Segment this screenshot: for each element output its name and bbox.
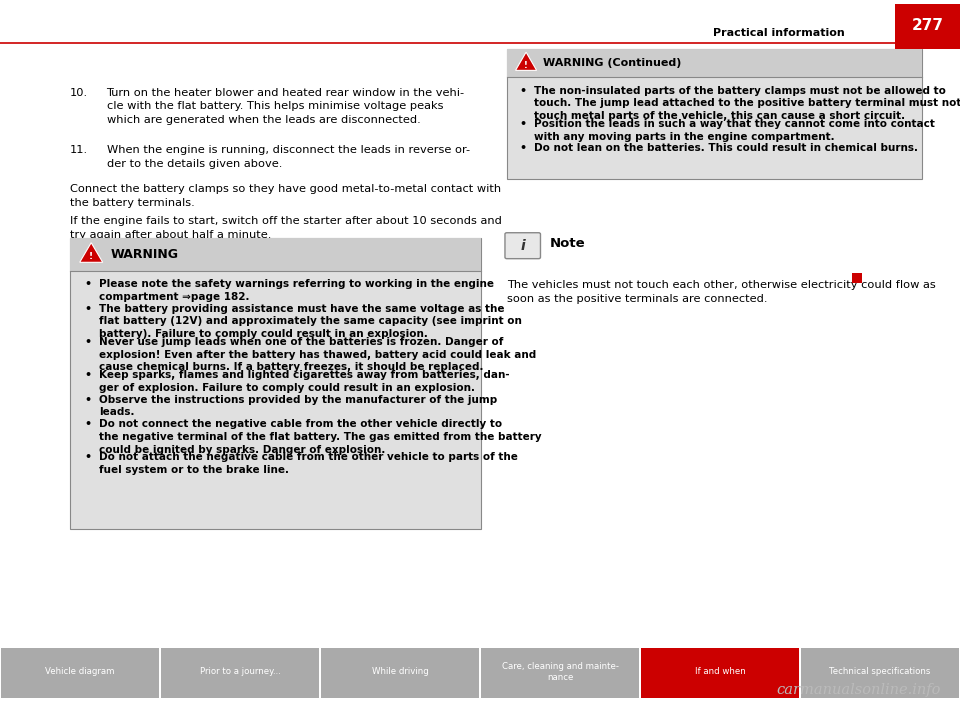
FancyBboxPatch shape [321, 648, 479, 698]
Text: When the engine is running, disconnect the leads in reverse or-
der to the detai: When the engine is running, disconnect t… [107, 145, 469, 169]
Text: Practical information: Practical information [713, 28, 845, 38]
Text: Connect the battery clamps so they have good metal-to-metal contact with
the bat: Connect the battery clamps so they have … [70, 184, 501, 208]
Text: If the engine fails to start, switch off the starter after about 10 seconds and
: If the engine fails to start, switch off… [70, 216, 502, 240]
Text: Do not lean on the batteries. This could result in chemical burns.: Do not lean on the batteries. This could… [534, 144, 918, 154]
Text: i: i [520, 239, 525, 253]
Text: •: • [84, 337, 91, 347]
Text: •: • [84, 370, 91, 380]
Text: 10.: 10. [70, 88, 88, 97]
Text: Do not connect the negative cable from the other vehicle directly to
the negativ: Do not connect the negative cable from t… [99, 419, 541, 455]
FancyBboxPatch shape [161, 648, 319, 698]
Text: •: • [519, 119, 526, 129]
Polygon shape [516, 52, 537, 70]
Text: The battery providing assistance must have the same voltage as the
flat battery : The battery providing assistance must ha… [99, 304, 521, 339]
Text: 277: 277 [911, 18, 944, 34]
Text: Position the leads in such a way that they cannot come into contact
with any mov: Position the leads in such a way that th… [534, 119, 935, 142]
Text: !: ! [524, 61, 528, 69]
Polygon shape [80, 243, 103, 262]
FancyBboxPatch shape [895, 4, 960, 49]
Text: •: • [519, 144, 526, 154]
Text: •: • [84, 453, 91, 463]
Text: Technical specifications: Technical specifications [829, 667, 930, 676]
Text: Vehicle diagram: Vehicle diagram [45, 667, 115, 676]
Text: •: • [84, 419, 91, 429]
FancyBboxPatch shape [507, 49, 922, 179]
Text: 11.: 11. [70, 145, 88, 155]
Text: The vehicles must not touch each other, otherwise electricity could flow as
soon: The vehicles must not touch each other, … [507, 280, 936, 304]
FancyBboxPatch shape [801, 648, 959, 698]
Text: Care, cleaning and mainte-
nance: Care, cleaning and mainte- nance [501, 662, 618, 681]
FancyBboxPatch shape [1, 648, 159, 698]
FancyBboxPatch shape [70, 238, 481, 271]
Text: •: • [84, 279, 91, 289]
FancyBboxPatch shape [641, 648, 799, 698]
Text: Keep sparks, flames and lighted cigarettes away from batteries, dan-
ger of expl: Keep sparks, flames and lighted cigarett… [99, 370, 510, 393]
Text: The non-insulated parts of the battery clamps must not be allowed to
touch. The : The non-insulated parts of the battery c… [534, 86, 960, 121]
Text: carmanualsonline.info: carmanualsonline.info [777, 683, 941, 697]
Text: Observe the instructions provided by the manufacturer of the jump
leads.: Observe the instructions provided by the… [99, 395, 497, 418]
FancyBboxPatch shape [852, 273, 862, 283]
Text: If and when: If and when [695, 667, 745, 676]
Text: Never use jump leads when one of the batteries is frozen. Danger of
explosion! E: Never use jump leads when one of the bat… [99, 337, 536, 372]
Text: Do not attach the negative cable from the other vehicle to parts of the
fuel sys: Do not attach the negative cable from th… [99, 453, 517, 475]
Text: Note: Note [550, 238, 586, 250]
Text: Please note the safety warnings referring to working in the engine
compartment ⇒: Please note the safety warnings referrin… [99, 279, 493, 302]
FancyBboxPatch shape [70, 238, 481, 529]
Text: WARNING: WARNING [110, 248, 179, 261]
Text: •: • [519, 86, 526, 95]
Text: WARNING (Continued): WARNING (Continued) [543, 58, 682, 68]
FancyBboxPatch shape [507, 49, 922, 77]
Text: •: • [84, 304, 91, 313]
Text: Turn on the heater blower and heated rear window in the vehi-
cle with the flat : Turn on the heater blower and heated rea… [107, 88, 465, 125]
FancyBboxPatch shape [505, 233, 540, 259]
Text: Prior to a journey...: Prior to a journey... [200, 667, 280, 676]
FancyBboxPatch shape [481, 648, 639, 698]
Text: •: • [84, 395, 91, 404]
Text: While driving: While driving [372, 667, 428, 676]
Text: !: ! [89, 252, 93, 261]
